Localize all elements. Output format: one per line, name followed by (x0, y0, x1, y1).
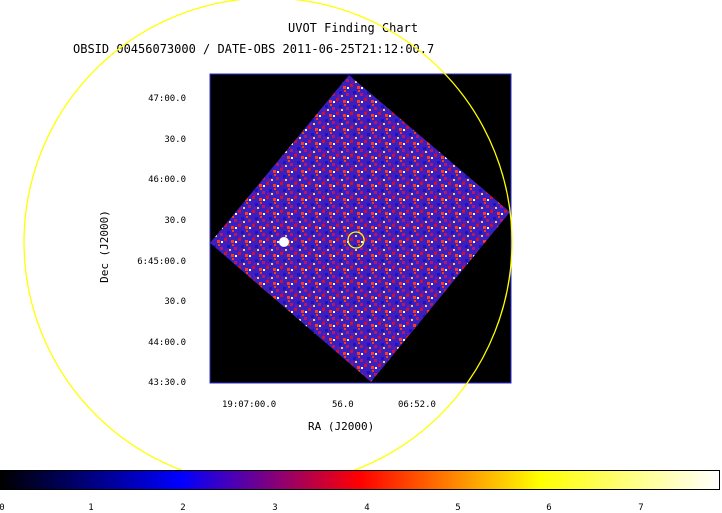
dec-tick: 6:45:00.0 (137, 257, 186, 267)
colorbar-tick: 6 (546, 503, 552, 513)
colorbar-tick: 3 (272, 503, 278, 513)
colorbar-tick: 0 (0, 503, 5, 513)
colorbar-tick: 4 (364, 503, 370, 513)
dec-axis-label: Dec (J2000) (97, 210, 111, 283)
dec-tick: 30.0 (164, 216, 186, 226)
ra-tick: 56.0 (332, 400, 354, 410)
chart-title: UVOT Finding Chart (288, 21, 419, 35)
dec-tick: 47:00.0 (148, 94, 186, 104)
ra-tick: 06:52.0 (398, 400, 436, 410)
dec-tick: 43:30.0 (148, 378, 186, 388)
dec-tick: 44:00.0 (148, 338, 186, 348)
ra-axis-label: RA (J2000) (308, 420, 375, 433)
colorbar-tick: 7 (638, 503, 644, 513)
target-circle (347, 231, 365, 249)
colorbar-tick: 1 (88, 503, 94, 513)
dec-tick: 46:00.0 (148, 175, 186, 185)
dec-tick: 30.0 (164, 297, 186, 307)
ra-tick: 19:07:00.0 (222, 400, 277, 410)
colorbar-tick: 2 (180, 503, 186, 513)
colorbar-tick: 5 (455, 503, 461, 513)
bright-source (279, 237, 289, 247)
dec-tick: 30.0 (164, 135, 186, 145)
uvot-image-footprint (210, 75, 510, 382)
dec-tick-labels: 47:00.0 30.0 46:00.0 30.0 6:45:00.0 30.0… (0, 0, 186, 511)
colorbar (0, 470, 720, 490)
chart-subtitle: OBSID 00456073000 / DATE-OBS 2011-06-25T… (73, 42, 435, 56)
